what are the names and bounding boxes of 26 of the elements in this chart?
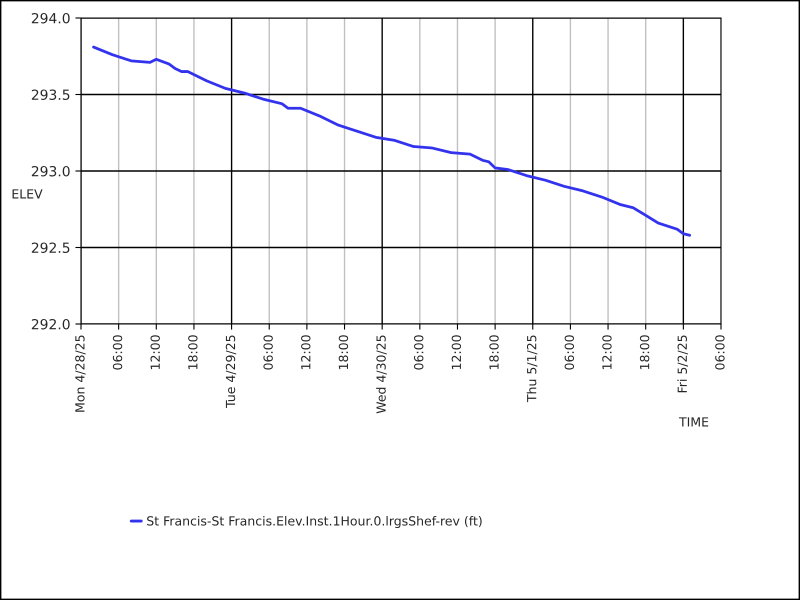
x-tick-label: 06:00 <box>564 335 574 370</box>
x-tick-label: 12:00 <box>602 335 612 370</box>
x-tick-label: Thu 5/1/25 <box>526 336 538 402</box>
x-tick-label: 18:00 <box>338 335 348 370</box>
x-tick-label: Fri 5/2/25 <box>677 336 688 392</box>
x-tick-label: 18:00 <box>489 335 499 370</box>
y-tick-label: 292.5 <box>32 242 70 253</box>
x-axis-title: TIME <box>678 417 708 426</box>
x-tick-label: Mon 4/28/25 <box>75 336 86 412</box>
y-tick-label: 293.5 <box>32 89 70 100</box>
x-tick-label: 12:00 <box>150 335 160 370</box>
x-tick-label: Wed 4/30/25 <box>376 336 387 414</box>
y-tick-label: 294.0 <box>32 12 70 24</box>
x-tick-label: 12:00 <box>452 335 462 370</box>
x-tick-label: Tue 4/29/25 <box>226 336 236 408</box>
y-tick-label: 293.0 <box>32 166 70 176</box>
x-tick-label: 12:00 <box>301 335 311 370</box>
x-tick-label: 18:00 <box>640 335 650 370</box>
x-tick-label: 06:00 <box>715 335 725 370</box>
y-tick-label: 292.0 <box>32 318 70 330</box>
x-tick-label: 18:00 <box>188 335 198 370</box>
y-axis-title: ELEV <box>12 189 43 198</box>
x-tick-label: 06:00 <box>414 335 424 370</box>
x-tick-label: 06:00 <box>112 335 122 370</box>
x-tick-label: 06:00 <box>263 335 273 370</box>
legend-label: St Francis-St Francis.Elev.Inst.1Hour.0.lrgsShef-rev (ft) <box>147 516 482 528</box>
